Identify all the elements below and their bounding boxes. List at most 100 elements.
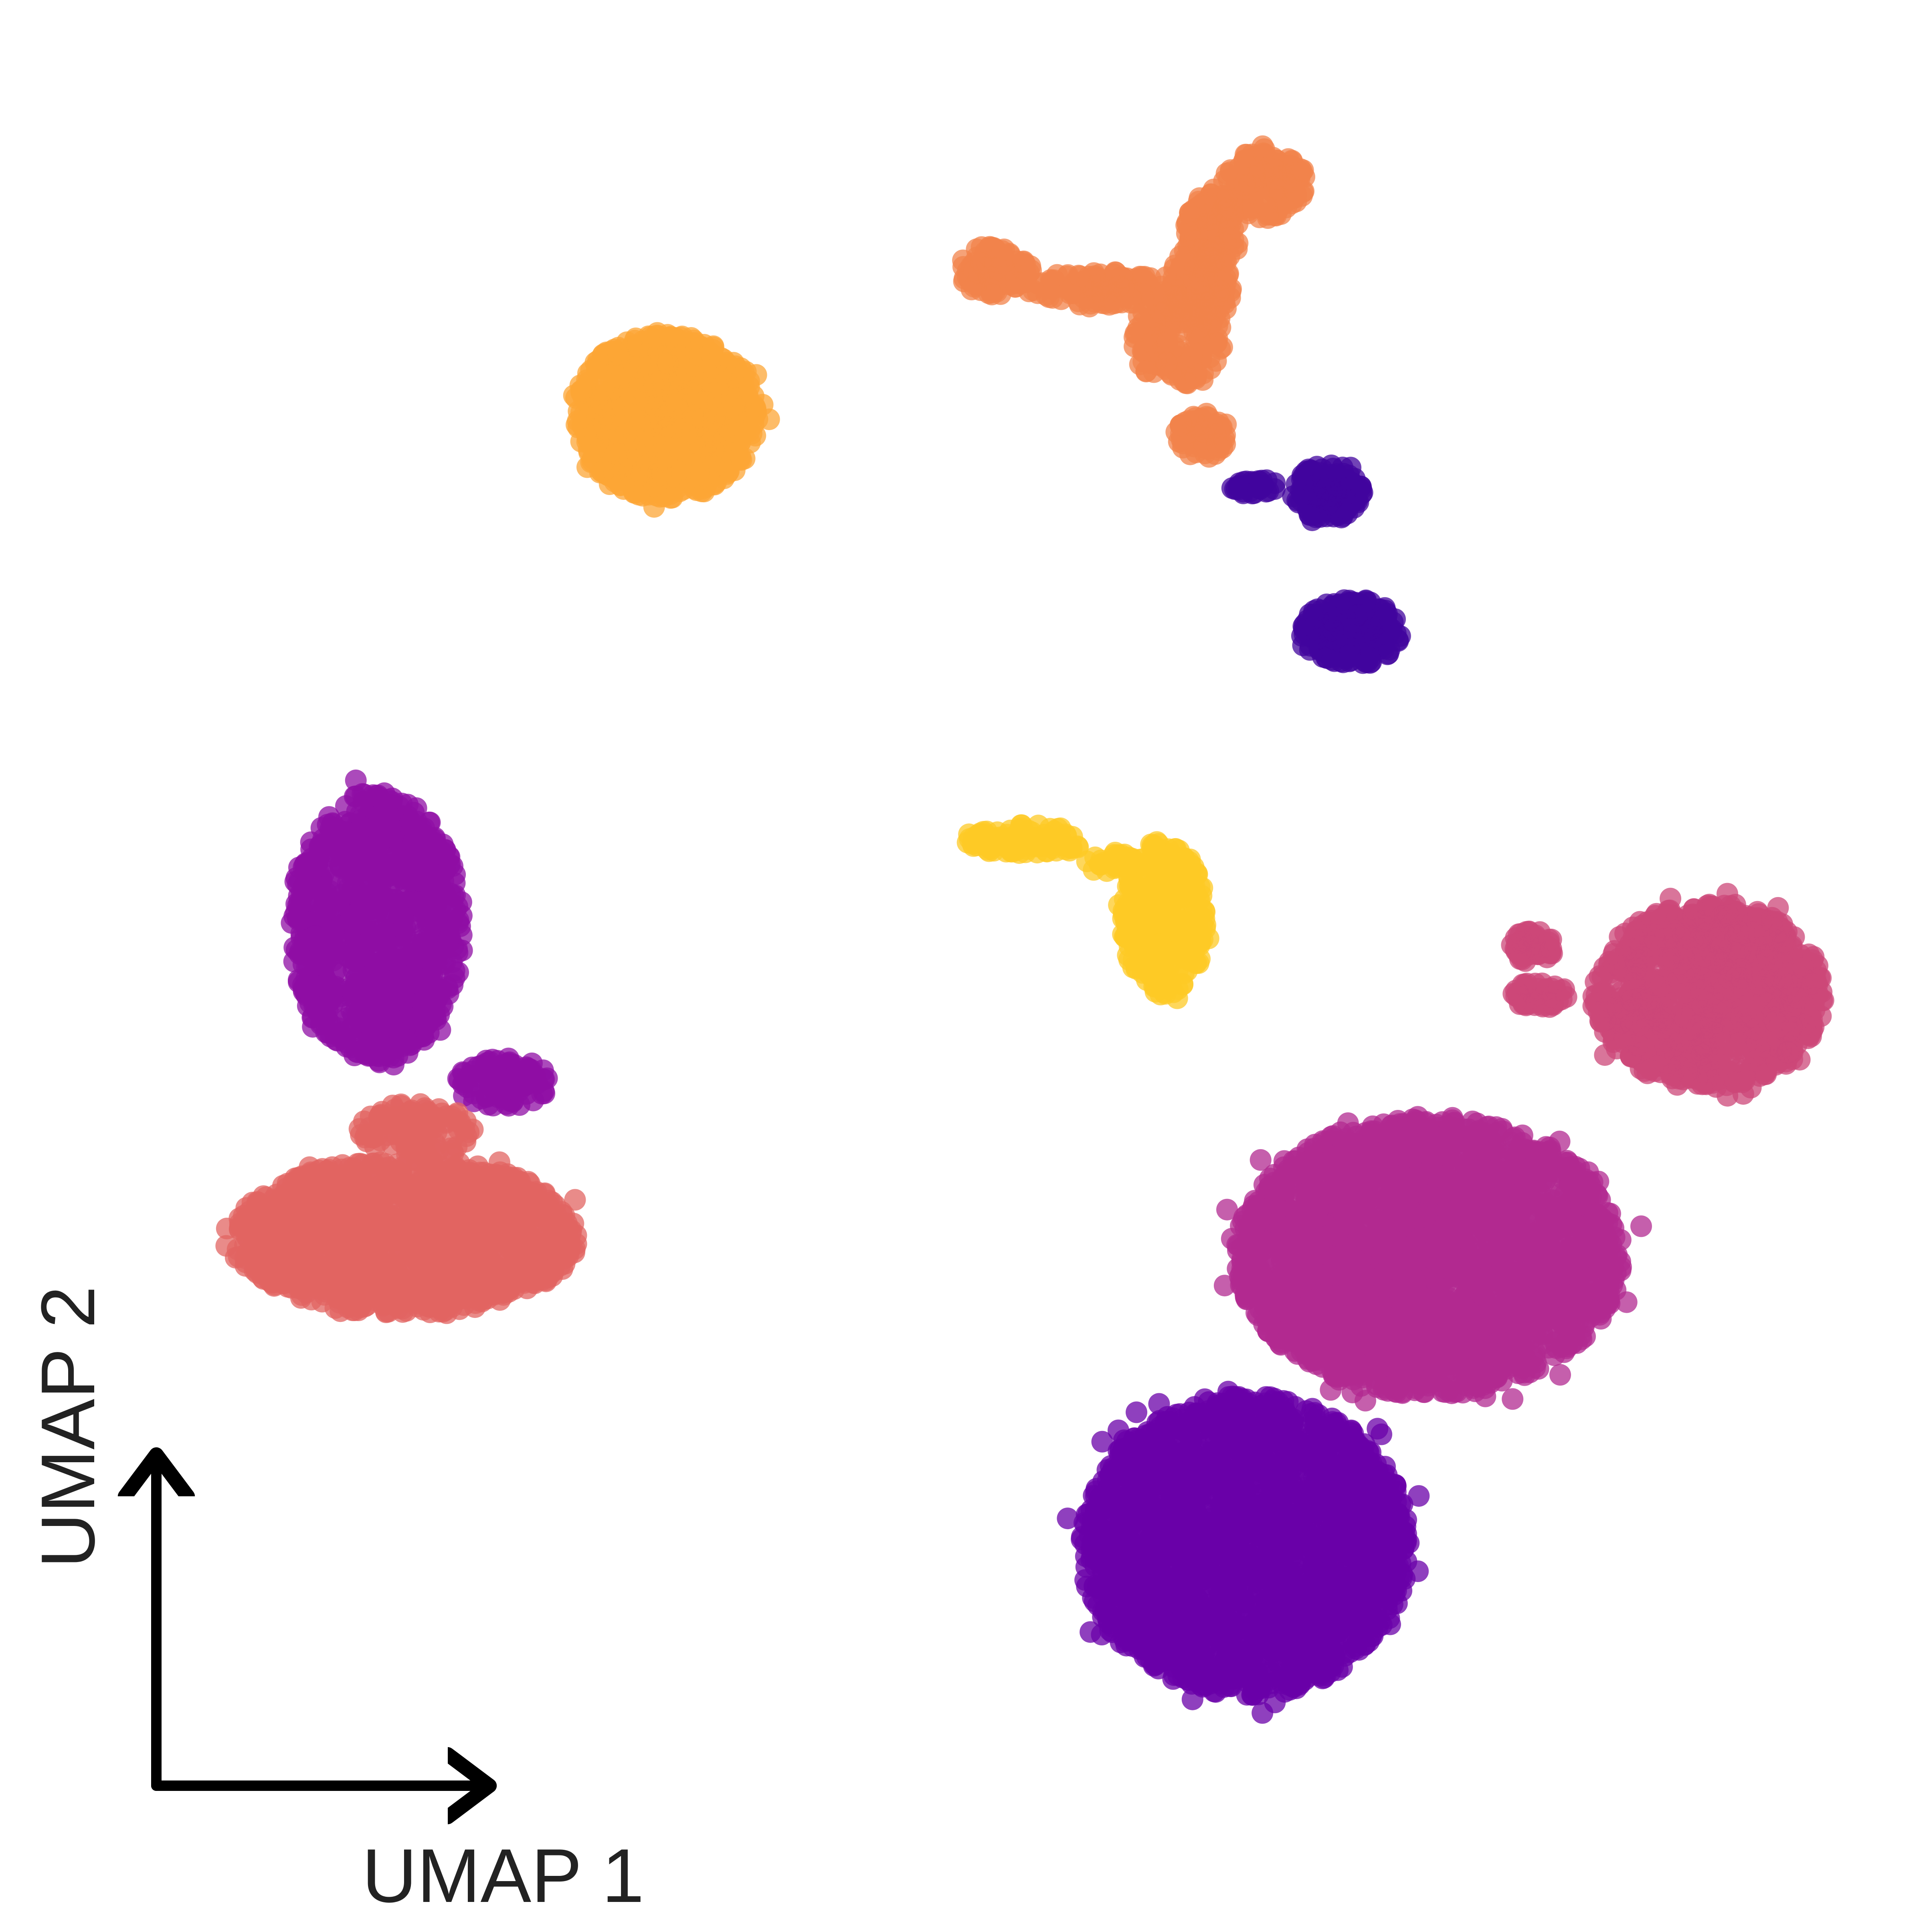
scatter-point: [1114, 926, 1136, 948]
scatter-point: [1050, 829, 1072, 851]
scatter-point: [355, 1043, 377, 1064]
scatter-point: [730, 449, 752, 471]
scatter-point: [594, 459, 616, 481]
scatter-point: [647, 325, 669, 347]
scatter-point: [999, 274, 1021, 295]
scatter-point: [991, 835, 1013, 856]
scatter-point: [439, 882, 461, 904]
scatter-point: [376, 987, 398, 1009]
scatter-point: [417, 973, 439, 995]
scatter-point: [319, 880, 341, 902]
scatter-point: [337, 834, 359, 856]
scatter-point: [349, 935, 371, 957]
scatter-point: [1195, 406, 1217, 428]
scatter-point: [1301, 509, 1323, 532]
scatter-point: [1020, 259, 1042, 281]
scatter-point: [1135, 333, 1157, 355]
scatter-point: [963, 260, 985, 282]
scatter-point: [702, 456, 724, 478]
scatter-point: [371, 944, 393, 966]
scatter-point: [1136, 969, 1158, 991]
scatter-point: [1157, 855, 1179, 877]
scatter-point: [414, 1006, 436, 1029]
scatter-point: [657, 353, 679, 375]
scatter-point: [1325, 498, 1347, 520]
scatter-point: [728, 414, 750, 437]
scatter-point: [320, 921, 342, 943]
scatter-point: [745, 364, 767, 386]
scatter-point: [1290, 489, 1312, 511]
scatter-point: [362, 1008, 384, 1030]
scatter-point: [577, 362, 599, 384]
scatter-point: [489, 1066, 511, 1088]
scatter-point: [293, 930, 315, 952]
scatter-point: [1084, 846, 1106, 868]
scatter-point: [315, 1005, 337, 1027]
scatter-point: [377, 789, 399, 810]
scatter-point: [676, 344, 698, 366]
series-5-points: [215, 1093, 587, 1324]
scatter-point: [745, 401, 767, 423]
scatter-point: [693, 408, 715, 430]
scatter-point: [686, 390, 708, 412]
scatter-point: [1347, 616, 1369, 638]
scatter-point: [1175, 251, 1197, 273]
scatter-point: [378, 825, 400, 847]
series-1-points: [952, 135, 1315, 468]
series-2-points: [1221, 455, 1411, 674]
scatter-point: [351, 983, 373, 1004]
scatter-point: [1193, 320, 1215, 342]
scatter-point: [281, 912, 303, 934]
scatter-point: [1297, 609, 1319, 631]
scatter-point: [652, 420, 674, 442]
scatter-point: [1238, 154, 1260, 176]
scatter-point: [1294, 468, 1316, 490]
scatter-point: [461, 1061, 483, 1083]
scatter-point: [1068, 265, 1090, 287]
scatter-point: [398, 972, 420, 994]
scatter-point: [400, 811, 422, 833]
scatter-point: [721, 367, 743, 389]
scatter-point: [436, 976, 458, 998]
scatter-point: [659, 400, 681, 422]
scatter-point: [971, 824, 993, 846]
scatter-point: [701, 343, 722, 365]
scatter-point: [1335, 646, 1357, 668]
scatter-point: [324, 943, 346, 965]
scatter-point: [636, 453, 658, 475]
scatter-points: [215, 135, 1834, 1724]
scatter-point: [1117, 944, 1139, 966]
scatter-point: [648, 479, 670, 501]
scatter-point: [591, 380, 613, 402]
scatter-point: [417, 868, 439, 890]
series-3-points: [956, 814, 1219, 1009]
scatter-point: [1368, 638, 1390, 660]
scatter-point: [1102, 283, 1124, 305]
scatter-point: [310, 817, 332, 839]
scatter-point: [351, 816, 373, 838]
scatter-point: [1317, 603, 1339, 625]
scatter-point: [575, 421, 597, 443]
scatter-point: [603, 338, 625, 360]
scatter-point: [1127, 895, 1149, 917]
scatter-point: [1135, 360, 1157, 382]
scatter-point: [1265, 159, 1287, 181]
series-4-points: [281, 769, 558, 1117]
scatter-point: [1256, 196, 1278, 218]
scatter-point: [352, 791, 374, 813]
scatter-point: [978, 282, 1000, 304]
scatter-point: [1194, 434, 1216, 456]
scatter-point: [1118, 853, 1140, 875]
scatter-point: [1182, 881, 1204, 903]
scatter-point: [342, 1004, 364, 1026]
scatter-point: [425, 949, 447, 971]
scatter-point: [1177, 912, 1199, 934]
series-0-points: [563, 322, 780, 518]
scatter-point: [1325, 475, 1347, 497]
scatter-point: [439, 926, 461, 948]
scatter-point: [372, 924, 394, 946]
scatter-point: [985, 246, 1007, 268]
scatter-point: [1242, 483, 1263, 505]
scatter-point: [668, 371, 690, 393]
